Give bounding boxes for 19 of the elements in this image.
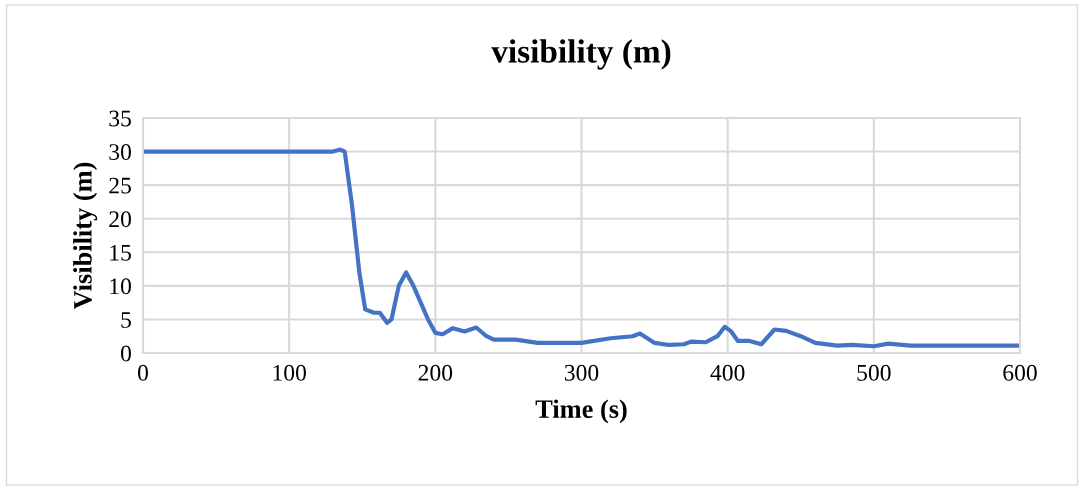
x-tick-label: 600	[1003, 364, 1037, 381]
x-axis-title: Time (s)	[535, 399, 627, 424]
y-tick-label: 10	[110, 278, 131, 295]
chart-title: visibility (m)	[491, 39, 671, 70]
y-tick-label: 0	[120, 345, 131, 362]
y-tick-label: 20	[109, 211, 131, 228]
x-tick-label: 0	[138, 364, 148, 381]
y-tick-label: 30	[109, 144, 131, 160]
y-axis-title: Visibility (m)	[73, 162, 98, 310]
x-tick-label: 500	[857, 364, 891, 381]
x-tick-label: 100	[273, 364, 306, 381]
line-series	[143, 147, 1020, 349]
y-tick-label: 35	[109, 110, 131, 127]
y-tick-label: 25	[109, 177, 131, 194]
x-tick-label: 300	[564, 364, 599, 381]
y-tick-label: 5	[121, 312, 131, 328]
y-tick-label: 15	[110, 244, 131, 261]
x-tick-label: 400	[710, 364, 745, 381]
x-tick-label: 200	[418, 364, 453, 381]
